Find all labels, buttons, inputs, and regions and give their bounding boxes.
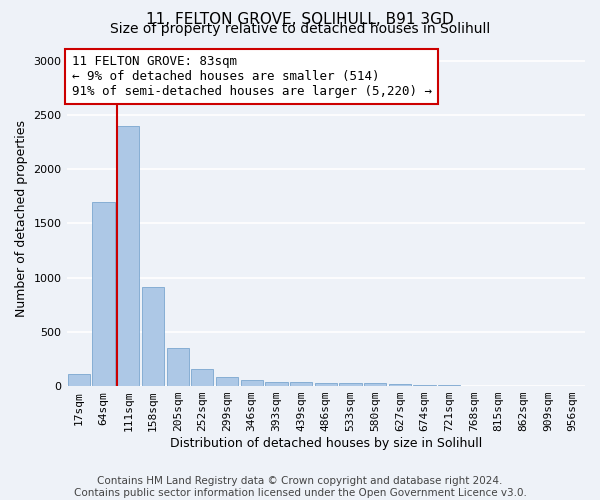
Bar [265,382,287,386]
Text: 11 FELTON GROVE: 83sqm
← 9% of detached houses are smaller (514)
91% of semi-det: 11 FELTON GROVE: 83sqm ← 9% of detached … [72,55,432,98]
Bar [314,384,337,386]
Bar [68,374,90,386]
Text: Contains HM Land Registry data © Crown copyright and database right 2024.
Contai: Contains HM Land Registry data © Crown c… [74,476,526,498]
Bar [290,382,312,386]
Bar [364,383,386,386]
Bar [389,384,411,386]
Bar [216,378,238,386]
Bar [92,202,115,386]
Bar [191,370,214,386]
Y-axis label: Number of detached properties: Number of detached properties [15,120,28,316]
X-axis label: Distribution of detached houses by size in Solihull: Distribution of detached houses by size … [170,437,482,450]
Text: 11, FELTON GROVE, SOLIHULL, B91 3GD: 11, FELTON GROVE, SOLIHULL, B91 3GD [146,12,454,28]
Text: Size of property relative to detached houses in Solihull: Size of property relative to detached ho… [110,22,490,36]
Bar [438,385,460,386]
Bar [241,380,263,386]
Bar [142,288,164,386]
Bar [340,384,362,386]
Bar [117,126,139,386]
Bar [413,385,436,386]
Bar [167,348,189,386]
